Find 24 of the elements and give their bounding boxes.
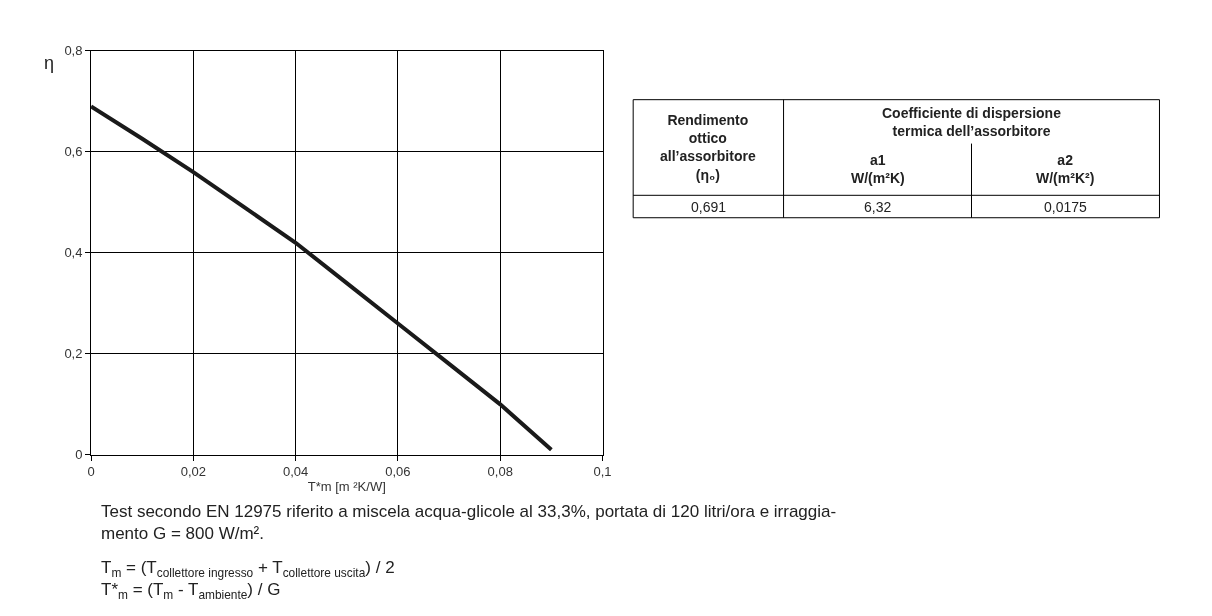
text: T*$_{m}$ = (T$_{m}$ - T$_{ambiente}$) / G [101,580,281,602]
text: Test secondo EN 12975 riferito a miscela acqua-glicole al 33,3%, portata di 120 litri/ora e irraggia- mento G = 800 W/m². [101,502,837,544]
x-axis-title: T*m [m ²K/W] [307,479,386,495]
x-tick-label: 0 [87,464,95,480]
x-tick-label: 0,06 [385,464,411,480]
text: Coefficiente di dispersione termica dell’assorbitore [882,105,1062,140]
text: a2 W/(m²K²) [1036,152,1095,187]
text: 0,691 [691,199,727,215]
x-tick-label: 0,08 [487,464,513,480]
text: T$_{m}$ = (T$_{collettore ingresso}$ + T$_{collettore uscita}$) / 2 [101,558,395,580]
text: 6,32 [864,199,892,215]
x-tick-label: 0,04 [282,464,309,480]
x-tick-label: 0,02 [180,464,206,480]
text: Rendimento ottico all’assorbitore (η₀) [660,112,756,183]
y-tick-label: 0,4 [64,245,83,261]
y-tick-label: 0,6 [64,144,83,160]
text: a1 W/(m²K) [851,152,905,187]
y-axis-title: η [44,53,55,73]
x-tick-label: 0,1 [593,464,612,480]
y-tick-label: 0,8 [64,43,83,59]
text: 0,0175 [1044,199,1088,215]
y-tick-label: 0 [75,447,83,463]
line-series [91,104,554,452]
y-tick-label: 0,2 [64,346,83,362]
